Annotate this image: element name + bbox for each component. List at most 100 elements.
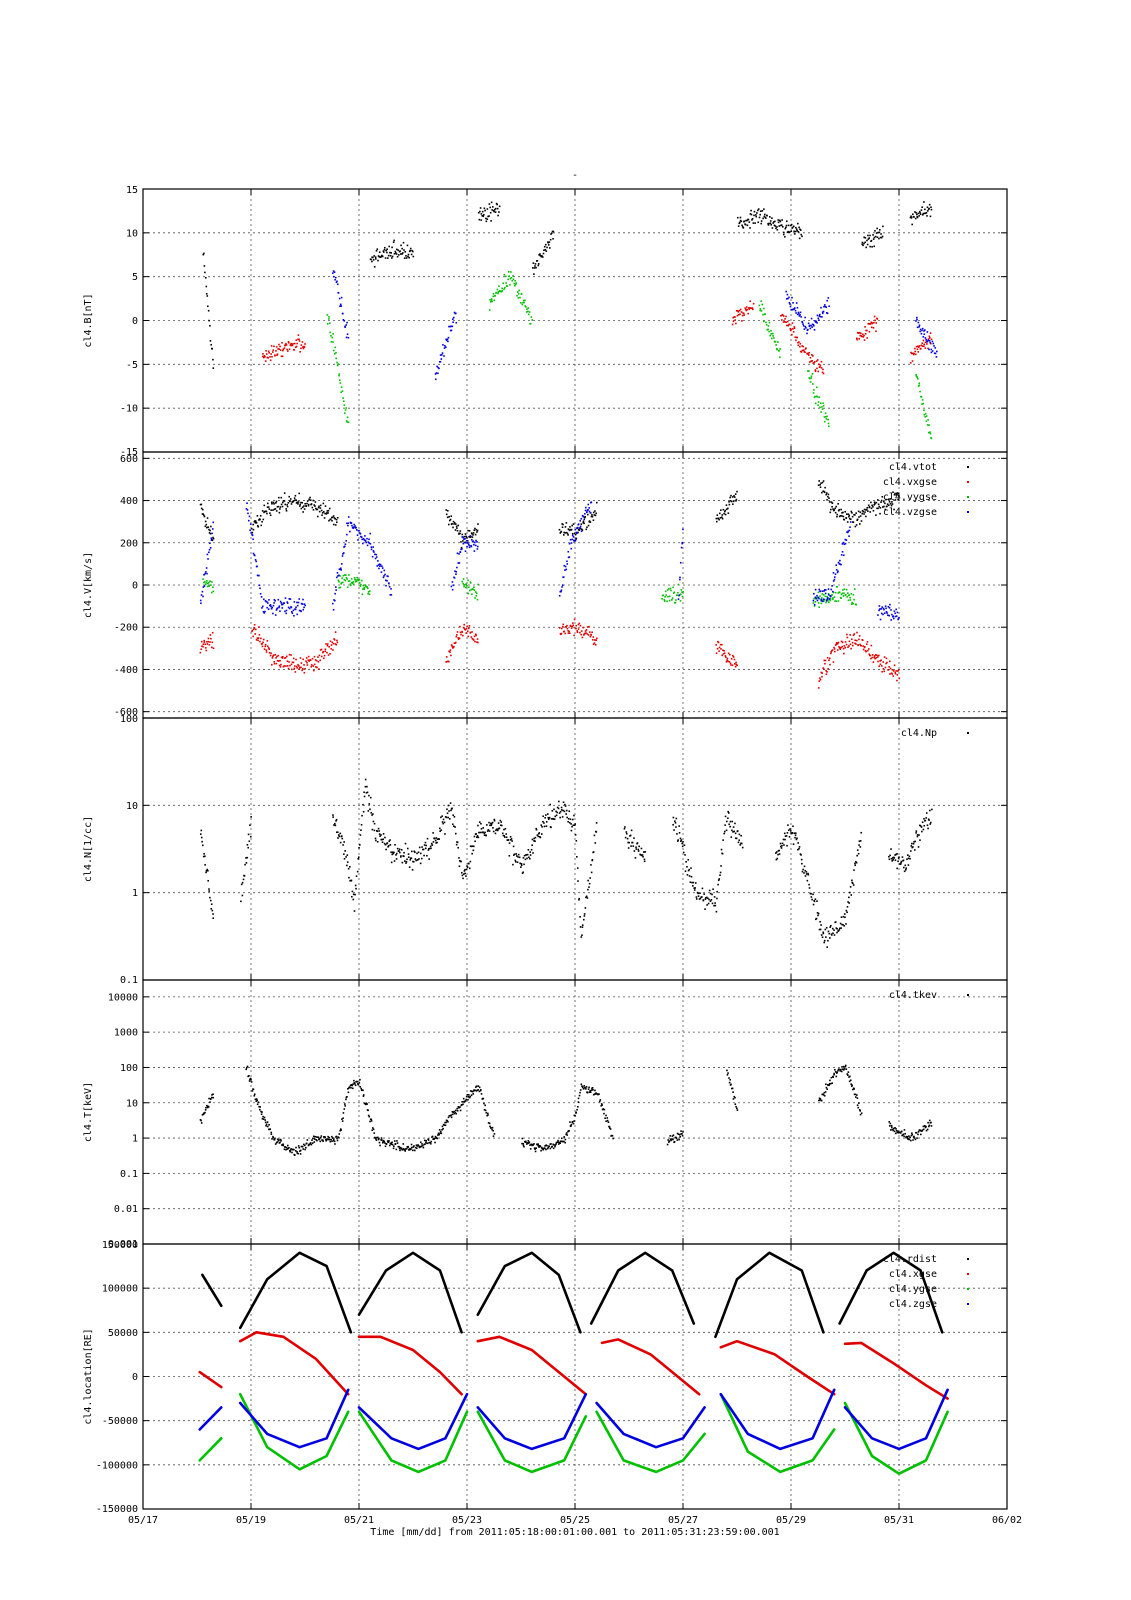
data-point (384, 836, 386, 839)
data-point (914, 347, 916, 350)
data-point (752, 222, 755, 224)
data-point (591, 1086, 594, 1089)
data-point (572, 1122, 575, 1125)
data-point (346, 1095, 348, 1098)
data-point (373, 829, 376, 832)
data-point (443, 1124, 446, 1126)
data-point (767, 222, 769, 225)
data-point (204, 580, 206, 583)
data-point (200, 836, 203, 839)
data-point (338, 297, 341, 300)
data-point (817, 602, 820, 604)
data-point (536, 834, 539, 836)
data-point (577, 623, 580, 626)
data-point (520, 292, 523, 295)
data-point (774, 220, 776, 223)
data-point (740, 311, 743, 313)
data-point (335, 576, 338, 579)
data-point (847, 513, 850, 515)
data-point (574, 533, 577, 536)
data-point (270, 501, 273, 504)
data-point (457, 562, 460, 564)
data-point (751, 217, 754, 220)
data-point (309, 659, 312, 662)
data-point (815, 320, 818, 323)
data-point (410, 253, 413, 256)
data-point (363, 795, 366, 798)
data-point (907, 864, 910, 866)
data-point (718, 650, 720, 652)
data-point (793, 308, 796, 310)
data-point (916, 835, 919, 838)
data-point (510, 838, 513, 840)
data-point (822, 368, 824, 371)
data-point (532, 1144, 534, 1146)
data-point (863, 236, 865, 239)
data-point (769, 216, 771, 218)
data-point (829, 511, 832, 514)
data-point (821, 675, 823, 678)
data-point (341, 390, 344, 392)
data-point (460, 633, 462, 636)
data-point (471, 637, 474, 640)
data-point (452, 1111, 454, 1113)
data-point (333, 639, 336, 641)
data-point (533, 837, 535, 840)
data-point (409, 859, 412, 861)
data-point (593, 642, 596, 644)
data-point (817, 363, 820, 366)
data-point (442, 344, 444, 346)
data-point (468, 535, 470, 538)
data-point (379, 563, 382, 566)
data-point (367, 1114, 370, 1117)
data-point (791, 226, 794, 229)
data-point (356, 576, 358, 579)
data-point (917, 846, 920, 848)
data-point (731, 1087, 734, 1090)
data-point (310, 664, 313, 666)
data-point (736, 830, 739, 832)
data-point (910, 845, 913, 847)
data-point (587, 879, 589, 882)
data-point (496, 828, 499, 830)
data-point (203, 585, 206, 587)
data-point (248, 840, 251, 843)
data-point (295, 665, 298, 668)
data-point (869, 234, 871, 237)
data-point (436, 838, 439, 841)
data-point (448, 660, 450, 663)
data-point (543, 822, 545, 824)
data-point (923, 345, 925, 347)
data-point (328, 318, 330, 320)
data-point (690, 875, 693, 878)
data-point (763, 320, 765, 323)
data-point (450, 515, 453, 517)
data-point (727, 660, 730, 663)
data-point (426, 1142, 429, 1145)
data-point (817, 404, 819, 407)
data-point (736, 1109, 739, 1111)
data-point (814, 369, 817, 371)
data-point (812, 362, 815, 364)
data-point (920, 826, 923, 828)
data-point (709, 900, 712, 903)
data-point (566, 563, 569, 565)
data-point (919, 1133, 922, 1136)
data-point (825, 1086, 828, 1089)
data-point (864, 511, 866, 513)
data-point (801, 862, 803, 865)
data-point (817, 687, 820, 689)
data-point (314, 1135, 317, 1138)
data-point (550, 826, 552, 829)
data-point (260, 637, 262, 640)
data-point (793, 326, 796, 328)
data-point (778, 225, 781, 227)
data-point (262, 356, 265, 359)
data-point (857, 332, 860, 335)
data-point (514, 859, 517, 862)
data-point (702, 899, 705, 902)
data-point (382, 1141, 384, 1143)
data-point (842, 1069, 845, 1071)
data-point (467, 635, 470, 638)
data-point (377, 1136, 379, 1139)
